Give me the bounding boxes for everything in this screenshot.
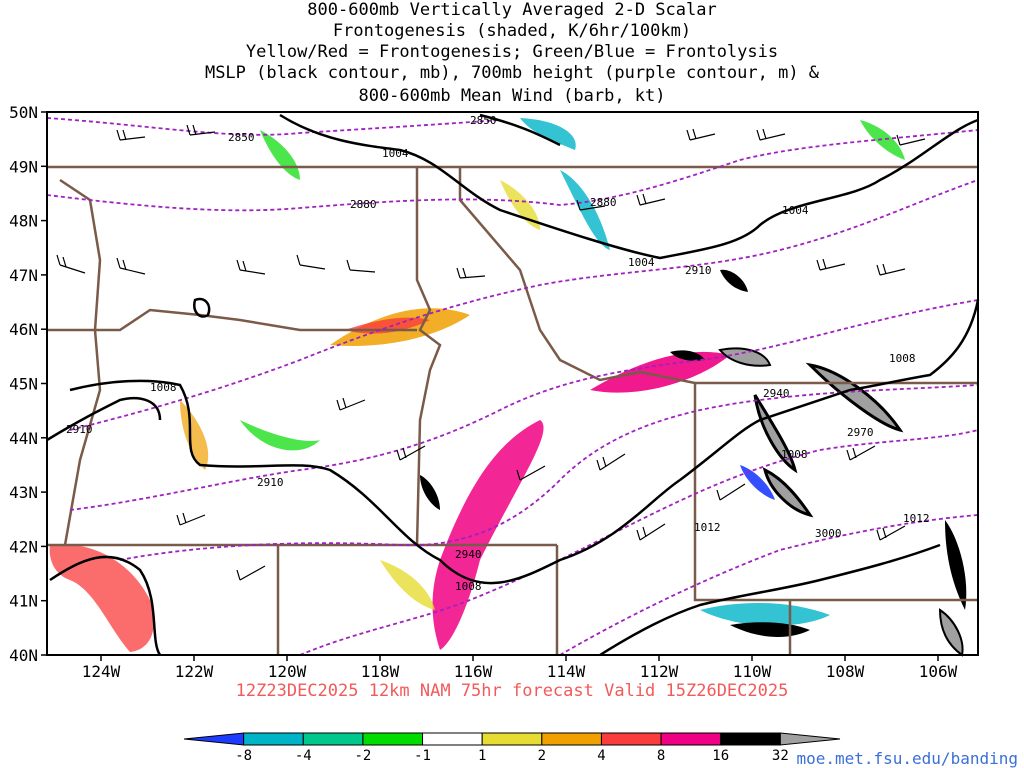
colorbar-label: -1 [414, 748, 431, 764]
mslp-label: 1004 [628, 256, 655, 269]
colorbar-swatch [302, 732, 364, 746]
wind-barbs [56, 124, 926, 581]
height-label: 2940 [763, 387, 790, 400]
lat-tick-label: 47N [9, 266, 38, 285]
title-line-2: Frontogenesis (shaded, K/6hr/100km) [332, 21, 692, 41]
mslp-label: 1012 [694, 521, 721, 534]
height-label: 2970 [847, 426, 874, 439]
title-line-1: 800-600mb Vertically Averaged 2-D Scalar [307, 0, 717, 20]
lat-axis: 50N 49N 48N 47N 46N 45N 44N 43N 42N 41N 40N [9, 103, 47, 665]
lon-tick-label: 124W [82, 662, 121, 681]
lon-tick-label: 108W [826, 662, 865, 681]
lat-tick-label: 45N [9, 375, 38, 394]
source-credit-link[interactable]: moe.met.fsu.edu/banding [796, 749, 1018, 768]
colorbar-label: 16 [712, 748, 729, 764]
lat-tick-label: 44N [9, 429, 38, 448]
height-label: 2880 [590, 196, 617, 209]
mslp-labels: 1004 1004 1004 1008 1008 1008 1012 1012 … [150, 147, 930, 593]
lon-tick-label: 118W [361, 662, 400, 681]
lat-tick-label: 40N [9, 646, 38, 665]
colorbar-label: 4 [597, 748, 605, 764]
colorbar-label: 8 [657, 748, 665, 764]
colorbar-swatch [243, 732, 304, 746]
colorbar-label: -8 [235, 748, 252, 764]
colorbar-label: 2 [538, 748, 546, 764]
mslp-label: 1008 [150, 381, 177, 394]
mslp-contours [46, 113, 980, 657]
colorbar-label: -2 [354, 748, 371, 764]
height-label: 2850 [228, 131, 255, 144]
colorbar-swatch [541, 732, 602, 746]
height-label: 3000 [815, 527, 842, 540]
mslp-label: 1012 [903, 512, 930, 525]
height-label: 2910 [685, 264, 712, 277]
height-label: 2910 [66, 423, 93, 436]
colorbar-swatch [362, 732, 424, 746]
lat-tick-label: 42N [9, 537, 38, 556]
forecast-valid-label: 12Z23DEC2025 12km NAM 75hr forecast Vali… [235, 681, 789, 701]
mslp-label: 1004 [782, 204, 809, 217]
lon-tick-label: 110W [733, 662, 772, 681]
lon-tick-label: 116W [454, 662, 493, 681]
colorbar-swatch [481, 732, 543, 746]
lat-tick-label: 50N [9, 103, 38, 122]
mslp-label: 1004 [382, 147, 409, 160]
lat-tick-label: 49N [9, 157, 38, 176]
title-line-4: MSLP (black contour, mb), 700mb height (… [204, 63, 820, 83]
colorbar-legend: -8 -4 -2 -1 1 2 4 8 16 32 [183, 732, 841, 764]
lon-tick-label: 114W [547, 662, 586, 681]
colorbar-swatch [422, 732, 483, 746]
lon-tick-label: 120W [268, 662, 307, 681]
height-label: 2940 [455, 548, 482, 561]
lon-tick-label: 112W [640, 662, 679, 681]
colorbar-swatch [779, 732, 841, 746]
mslp-label: 1008 [455, 580, 482, 593]
lat-tick-label: 48N [9, 212, 38, 231]
lon-tick-label: 122W [175, 662, 214, 681]
height-labels: 2850 2850 2880 2880 2910 2910 2910 2940 … [66, 114, 874, 561]
mslp-label: 1008 [889, 352, 916, 365]
colorbar-swatch [720, 732, 781, 746]
height-label: 2910 [257, 476, 284, 489]
lon-tick-label: 106W [919, 662, 958, 681]
colorbar-swatch [183, 732, 245, 746]
height-label: 2880 [350, 198, 377, 211]
frontogenesis-shading [49, 118, 967, 657]
lat-tick-label: 46N [9, 320, 38, 339]
colorbar-swatch [660, 732, 722, 746]
title-line-5: 800-600mb Mean Wind (barb, kt) [358, 86, 666, 106]
height-label: 2850 [470, 114, 497, 127]
lat-tick-label: 41N [9, 592, 38, 611]
title-line-3: Yellow/Red = Frontogenesis; Green/Blue =… [245, 42, 779, 62]
colorbar-label: -4 [295, 748, 312, 764]
colorbar-swatch [600, 732, 662, 746]
mslp-label: 1008 [781, 448, 808, 461]
colorbar-label: 32 [772, 748, 789, 764]
lat-tick-label: 43N [9, 483, 38, 502]
colorbar-label: 1 [478, 748, 486, 764]
lon-axis: 124W 122W 120W 118W 116W 114W 112W 110W 108W 106W [82, 655, 958, 681]
